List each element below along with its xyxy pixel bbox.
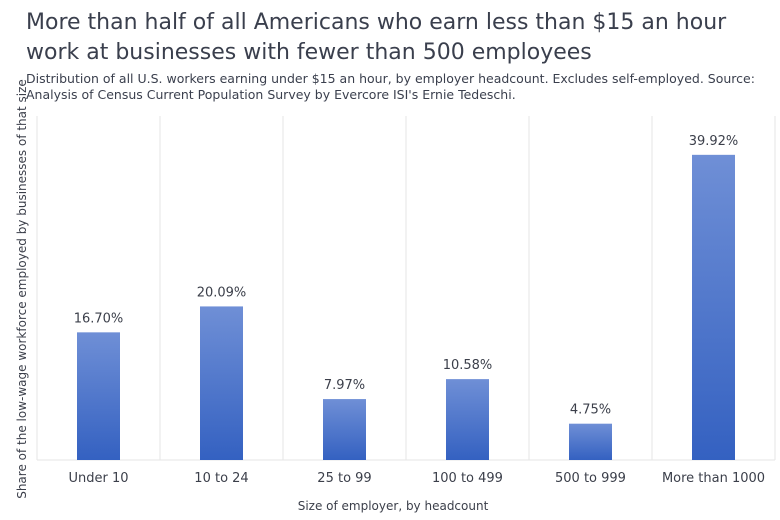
- x-tick-label-0: Under 10: [68, 471, 128, 486]
- bar-5: [692, 154, 735, 460]
- x-tick-label-4: 500 to 999: [555, 471, 626, 486]
- x-tick-label-3: 100 to 499: [432, 471, 503, 486]
- x-axis-title: Size of employer, by headcount: [298, 499, 489, 513]
- data-labels: 16.70% 20.09% 7.97% 10.58% 4.75% 39.92%: [74, 134, 739, 418]
- x-tick-label-1: 10 to 24: [194, 471, 248, 486]
- bar-3: [446, 379, 489, 460]
- chart-title: More than half of all Americans who earn…: [26, 10, 727, 65]
- bar-1: [200, 306, 243, 460]
- data-label-5: 39.92%: [689, 134, 739, 149]
- bar-0: [77, 332, 120, 460]
- x-tick-label-2: 25 to 99: [317, 471, 371, 486]
- data-label-0: 16.70%: [74, 311, 124, 326]
- data-label-3: 10.58%: [443, 358, 493, 373]
- data-label-4: 4.75%: [570, 403, 611, 418]
- data-label-2: 7.97%: [324, 378, 365, 393]
- x-tick-labels: Under 10 10 to 24 25 to 99 100 to 499 500 to…: [68, 471, 765, 486]
- chart-subtitle: Distribution of all U.S. workers earning…: [26, 71, 755, 102]
- bars: [77, 154, 735, 460]
- grid-lines: [36, 116, 776, 461]
- data-label-1: 20.09%: [197, 285, 247, 300]
- y-axis-title: Share of the low-wage workforce employed…: [15, 79, 29, 499]
- x-tick-label-5: More than 1000: [662, 471, 765, 486]
- bar-4: [569, 423, 612, 460]
- bar-2: [323, 399, 366, 460]
